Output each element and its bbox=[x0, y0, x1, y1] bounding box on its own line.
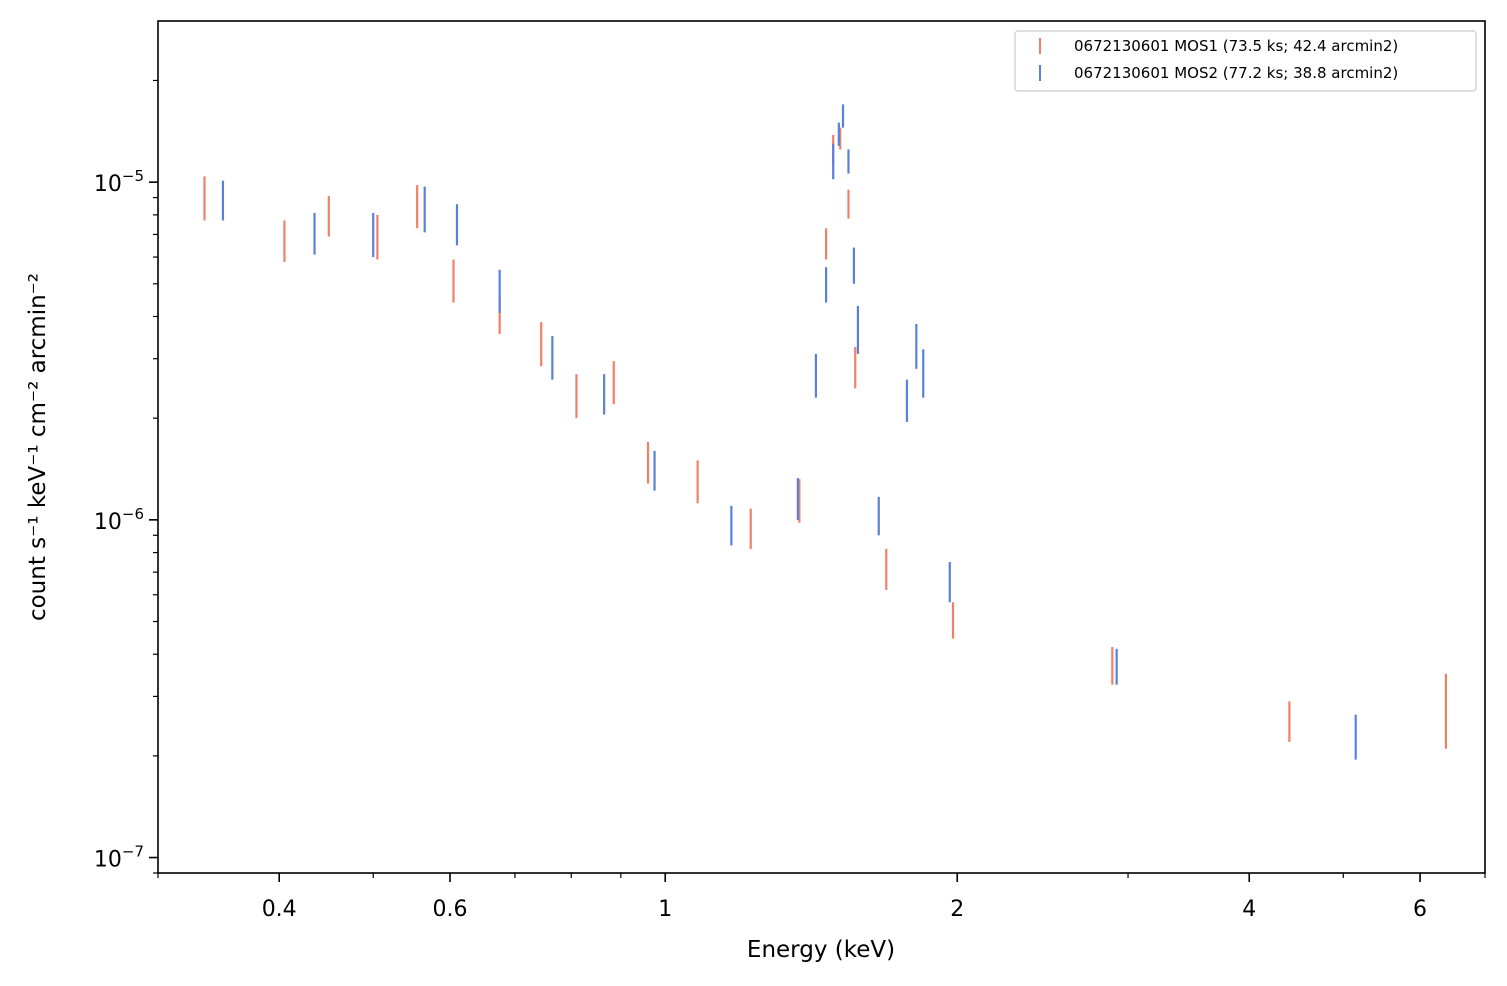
y-tick-label-1em7: 10−7 bbox=[94, 843, 144, 873]
x-tick-label-6: 6 bbox=[1413, 897, 1427, 922]
series-1 bbox=[203, 127, 1448, 749]
legend-label-mos1: 0672130601 MOS1 (73.5 ks; 42.4 arcmin2) bbox=[1074, 37, 1398, 55]
x-axis-ticks: 0.4 0.6 1 2 4 6 bbox=[157, 873, 1486, 922]
plot-frame bbox=[157, 20, 1486, 874]
x-tick-label-2: 2 bbox=[950, 897, 964, 922]
y-tick-label-1em5: 10−5 bbox=[94, 167, 144, 197]
x-tick-label-1: 1 bbox=[658, 897, 672, 922]
legend-label-mos2: 0672130601 MOS2 (77.2 ks; 38.8 arcmin2) bbox=[1074, 64, 1398, 82]
y-tick-label-1em6: 10−6 bbox=[94, 505, 144, 535]
y-axis-ticks: 10−7 10−6 10−5 bbox=[94, 79, 158, 874]
legend-box bbox=[1014, 30, 1477, 92]
x-axis-label: Energy (keV) bbox=[747, 937, 895, 963]
x-tick-label-4: 4 bbox=[1242, 897, 1256, 922]
x-tick-label-0_6: 0.6 bbox=[433, 897, 468, 922]
series-layer bbox=[203, 104, 1448, 760]
legend: 0672130601 MOS1 (73.5 ks; 42.4 arcmin2) … bbox=[1014, 30, 1477, 92]
y-axis-label: count s⁻¹ keV⁻¹ cm⁻² arcmin⁻² bbox=[25, 273, 51, 621]
x-tick-label-0_4: 0.4 bbox=[262, 897, 297, 922]
series-2 bbox=[221, 104, 1357, 760]
